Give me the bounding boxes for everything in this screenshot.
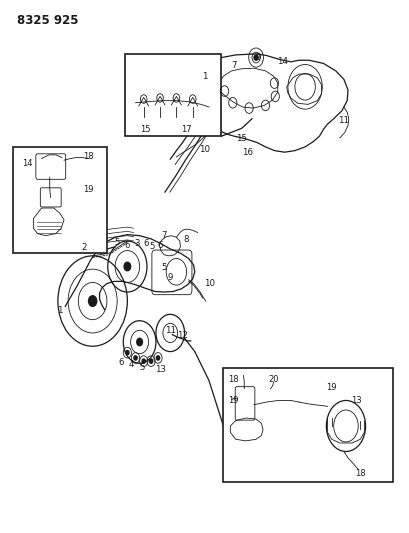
Text: 6: 6 (124, 241, 130, 250)
Text: 1: 1 (57, 305, 63, 314)
Text: 6: 6 (157, 241, 162, 250)
Text: 13: 13 (154, 365, 165, 374)
Circle shape (149, 359, 152, 364)
Text: 18: 18 (83, 152, 94, 161)
Text: 15: 15 (140, 125, 151, 134)
Text: 8: 8 (183, 236, 189, 245)
Text: 20: 20 (268, 375, 278, 384)
Text: 11: 11 (164, 326, 175, 335)
Circle shape (88, 296, 97, 306)
Text: 5: 5 (161, 263, 166, 272)
Text: 5: 5 (139, 363, 144, 372)
Text: 5: 5 (149, 243, 154, 252)
Circle shape (124, 262, 130, 271)
Text: 2: 2 (81, 244, 87, 253)
Text: 11: 11 (337, 116, 348, 125)
Circle shape (126, 351, 129, 355)
Text: 15: 15 (236, 134, 247, 143)
Text: 9: 9 (255, 53, 260, 62)
Text: 18: 18 (354, 470, 365, 478)
Text: 14: 14 (22, 159, 32, 168)
Circle shape (156, 356, 159, 360)
Text: 6: 6 (143, 239, 148, 248)
Text: 4: 4 (128, 360, 134, 369)
Circle shape (254, 55, 258, 60)
Text: 8325 925: 8325 925 (17, 14, 79, 27)
Text: 12: 12 (177, 331, 188, 340)
Text: 19: 19 (326, 383, 336, 392)
Bar (223, 368, 392, 482)
Text: 19: 19 (83, 185, 94, 195)
Circle shape (134, 356, 137, 360)
Text: 7: 7 (161, 231, 166, 240)
Text: 1: 1 (202, 71, 207, 80)
Text: 9: 9 (167, 273, 173, 281)
Text: 19: 19 (228, 396, 238, 405)
Text: 18: 18 (228, 375, 238, 384)
Text: 10: 10 (203, 279, 214, 288)
Text: 7: 7 (230, 61, 236, 70)
Circle shape (137, 338, 142, 346)
Text: 3: 3 (135, 239, 140, 248)
Text: 13: 13 (350, 396, 361, 405)
Bar (125, 54, 221, 136)
Text: 6: 6 (118, 358, 124, 367)
Text: 17: 17 (181, 125, 191, 134)
Text: 14: 14 (276, 58, 288, 66)
Text: 10: 10 (199, 145, 210, 154)
Text: 16: 16 (242, 148, 253, 157)
Circle shape (142, 359, 145, 364)
Text: 5: 5 (114, 238, 119, 247)
Bar (13, 147, 107, 253)
